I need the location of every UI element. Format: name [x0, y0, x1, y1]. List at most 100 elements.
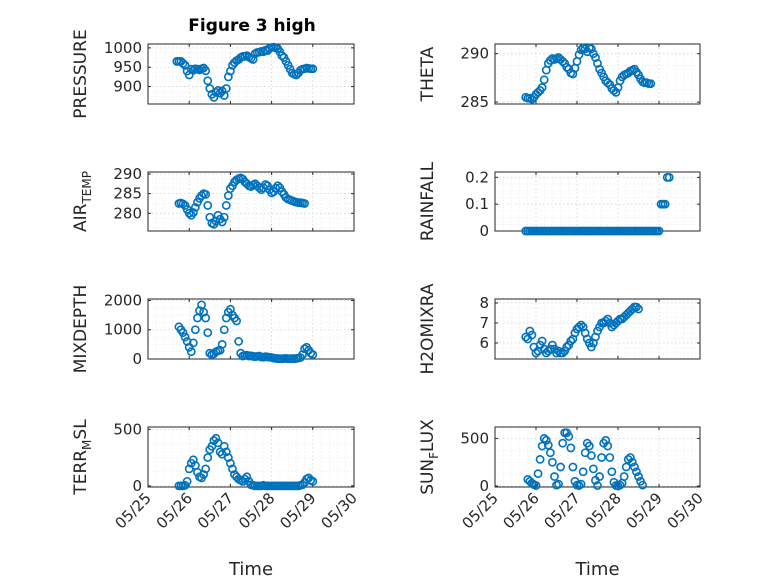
data-point: [539, 75, 549, 85]
data-point: [221, 84, 231, 93]
data-point: [613, 316, 623, 326]
data-point: [634, 304, 643, 314]
y-axis-label-subscript: M: [80, 440, 94, 450]
data-point: [308, 350, 318, 360]
data-point: [199, 470, 209, 479]
data-point: [182, 476, 192, 486]
y-tick-label: 0: [132, 477, 142, 495]
data-point: [638, 480, 647, 490]
data-point: [566, 443, 576, 453]
x-axis-label: Time: [574, 559, 619, 580]
x-tick-label: 05/27: [194, 489, 237, 532]
data-point: [234, 337, 244, 346]
y-axis-label: TERRMSL: [71, 419, 94, 496]
x-tick-label: 05/28: [235, 489, 278, 532]
data-point: [527, 330, 537, 340]
data-point: [615, 480, 625, 490]
data-point: [537, 83, 547, 92]
data-point: [619, 472, 629, 481]
data-point: [217, 339, 227, 349]
axes-box: [147, 43, 355, 105]
data-point: [562, 62, 572, 72]
grid-lines: [495, 44, 700, 104]
data-series: [521, 302, 643, 358]
grid-lines: [148, 172, 354, 231]
y-axis-label-main: RAINFALL: [418, 161, 438, 241]
y-axis-label-main: MIXDEPTH: [71, 285, 91, 374]
subplot-mixdepth: 0 1000 2000 MIXDEPTH: [71, 285, 355, 374]
data-point: [306, 348, 316, 358]
data-point: [611, 87, 621, 97]
data-point: [221, 201, 231, 210]
subplot-h2omixra: 6 7 8 H2OMIXRA: [418, 283, 701, 375]
y-axis-label: THETA: [418, 46, 438, 102]
y-axis-label-main: THETA: [418, 46, 438, 102]
data-point: [184, 208, 194, 218]
data-point: [201, 190, 211, 199]
data-point: [634, 472, 643, 481]
data-point: [605, 453, 615, 462]
data-point: [603, 441, 613, 451]
data-point: [558, 348, 568, 358]
data-point: [543, 440, 553, 450]
data-point: [632, 467, 641, 477]
y-tick-label: 500: [113, 420, 142, 438]
x-tick-label: 05/26: [500, 489, 543, 532]
y-axis-label: SUNFLUX: [418, 419, 441, 495]
data-point: [537, 441, 547, 451]
y-tick-label: 900: [113, 78, 142, 96]
x-axis-label: Time: [228, 559, 273, 580]
y-tick-label: 285: [460, 93, 489, 111]
data-point: [589, 464, 598, 474]
data-point: [188, 208, 198, 217]
data-point: [217, 217, 227, 227]
data-point: [554, 479, 563, 489]
data-point: [607, 467, 617, 477]
data-point: [601, 316, 611, 326]
data-point: [277, 51, 287, 61]
data-point: [584, 441, 594, 451]
data-point: [209, 93, 219, 102]
data-point: [603, 78, 613, 88]
data-series: [174, 173, 309, 229]
data-point: [625, 453, 635, 462]
y-tick-label: 2000: [104, 291, 142, 309]
data-point: [576, 320, 586, 330]
y-axis-label-subscript: F: [427, 452, 441, 459]
data-point: [201, 464, 211, 474]
y-tick-label: 290: [113, 165, 142, 183]
data-point: [219, 212, 229, 222]
data-point: [537, 336, 547, 346]
y-axis-label-subscript: TEMP: [80, 171, 94, 205]
data-point: [539, 434, 549, 443]
data-point: [533, 469, 543, 479]
data-point: [632, 302, 641, 312]
x-tick-label: 05/25: [112, 489, 155, 532]
data-point: [578, 467, 588, 477]
data-point: [552, 348, 561, 358]
data-point: [180, 332, 190, 342]
y-tick-label: 0: [479, 477, 489, 495]
data-point: [556, 462, 565, 472]
data-point: [211, 433, 221, 443]
data-point: [188, 65, 198, 75]
axes-box: [494, 426, 701, 488]
data-point: [548, 457, 557, 467]
data-point: [562, 342, 572, 352]
data-series: [174, 433, 318, 491]
figure-title: Figure 3 high: [188, 16, 316, 36]
y-tick-label: 1000: [104, 39, 142, 57]
y-tick-label: 0.2: [465, 168, 489, 186]
data-point: [223, 191, 233, 200]
data-point: [558, 438, 568, 448]
data-point: [203, 76, 213, 86]
y-tick-label: 6: [479, 334, 489, 352]
y-axis-label-main: SUN: [418, 459, 438, 495]
y-tick-label: 500: [460, 429, 489, 447]
data-point: [654, 226, 664, 236]
data-point: [531, 348, 541, 358]
